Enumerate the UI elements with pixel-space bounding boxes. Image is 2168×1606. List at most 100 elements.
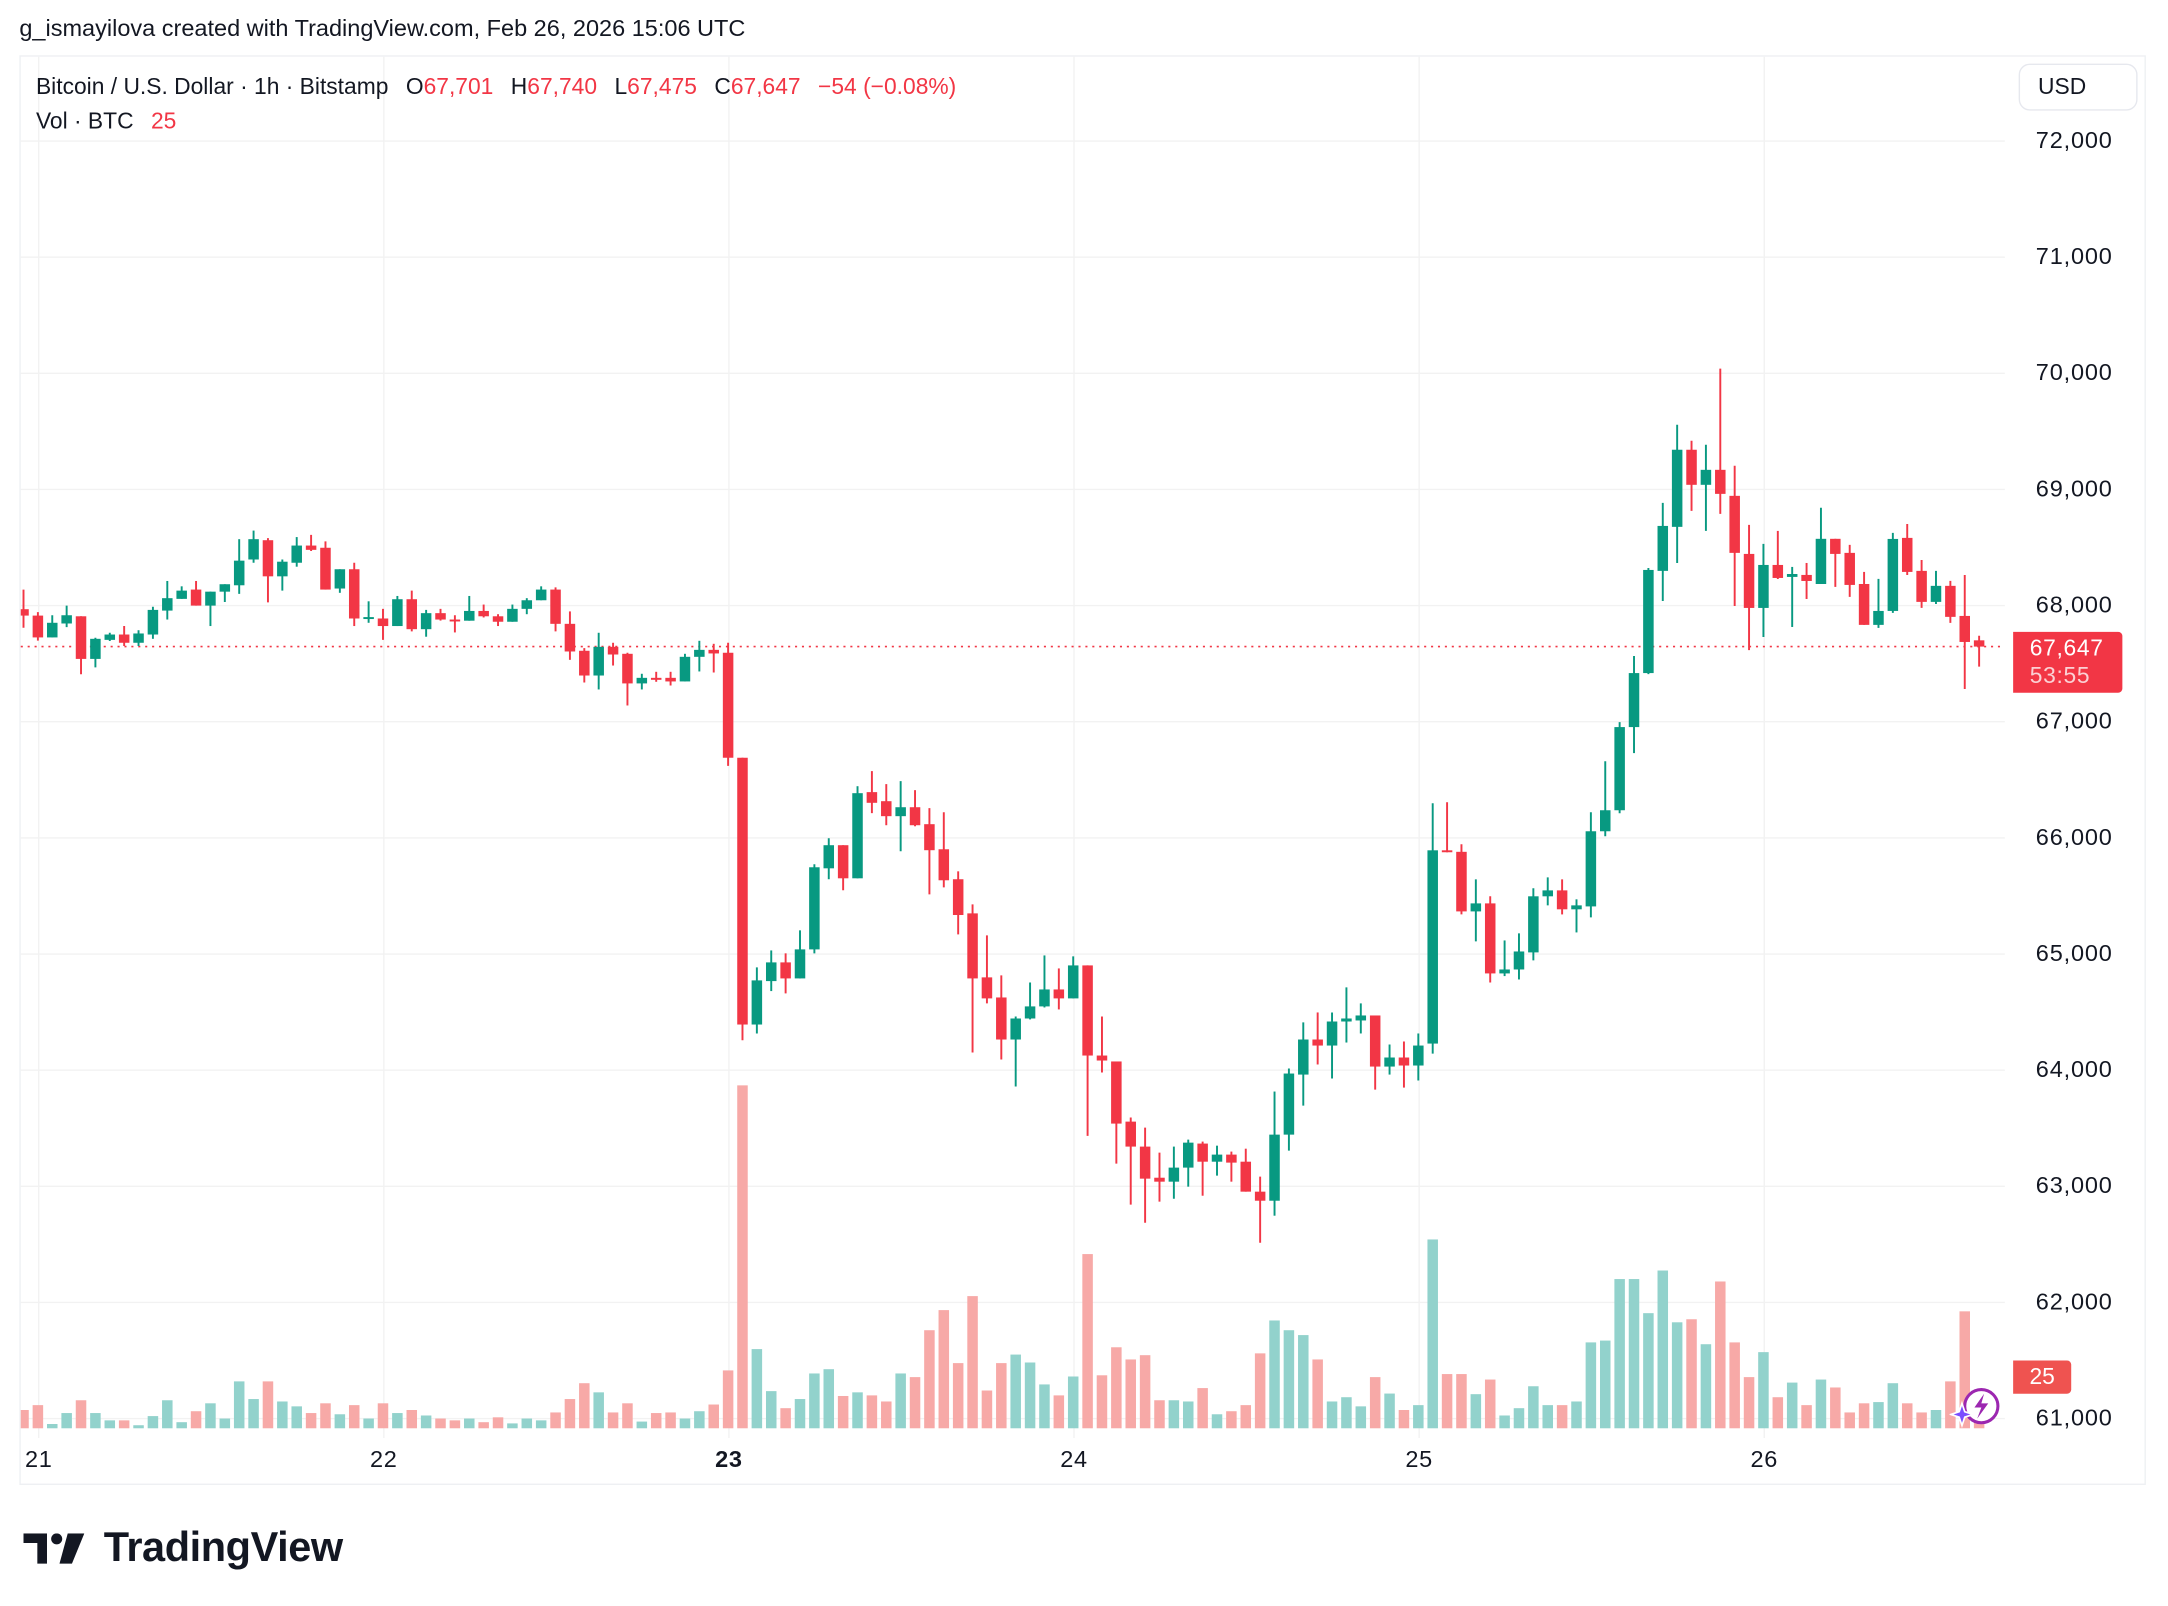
candle — [1010, 1016, 1021, 1087]
close-label: C — [714, 74, 731, 100]
volume-bar — [981, 1390, 993, 1429]
volume-bar — [1571, 1401, 1582, 1429]
candle — [248, 530, 259, 563]
sparkle-lightning-icon[interactable] — [1949, 1384, 2003, 1431]
candle-body — [1513, 951, 1525, 970]
candle — [420, 609, 432, 637]
candle — [1470, 879, 1482, 942]
candle-body — [1700, 469, 1712, 485]
candle-body — [248, 539, 259, 560]
volume-bar — [291, 1406, 302, 1429]
candle-body — [895, 807, 906, 817]
candle-body — [1254, 1191, 1266, 1201]
volume-bar — [1456, 1374, 1467, 1429]
volume-bar — [809, 1373, 820, 1429]
candle — [1571, 899, 1582, 933]
candle-body — [305, 545, 317, 550]
candle-body — [1369, 1015, 1381, 1067]
candle — [1082, 965, 1093, 1136]
candle — [1298, 1022, 1309, 1106]
candle-body — [1096, 1055, 1108, 1061]
volume-bar — [967, 1296, 978, 1429]
time-tick-label: 24 — [1060, 1446, 1088, 1473]
candle — [1556, 879, 1568, 915]
candle-body — [1269, 1134, 1280, 1201]
candle — [1499, 940, 1510, 977]
volume-bar — [924, 1330, 935, 1429]
candle-body — [1398, 1057, 1410, 1066]
volume-bar — [1470, 1394, 1482, 1429]
volume-bar — [1513, 1408, 1525, 1429]
candle-body — [1298, 1039, 1309, 1075]
candle — [1614, 722, 1625, 814]
volume-bar — [837, 1395, 849, 1429]
candle — [1628, 656, 1640, 754]
candle-body — [1413, 1045, 1424, 1066]
candle-body — [996, 997, 1007, 1040]
candle-body — [277, 561, 288, 577]
candle-body — [909, 807, 921, 826]
candle-body — [1197, 1143, 1208, 1162]
price-tick-label: 65,000 — [2035, 940, 2113, 967]
candle-body — [478, 610, 489, 617]
volume-label[interactable]: Vol · BTC — [35, 109, 134, 135]
candle-body — [1341, 1018, 1352, 1022]
last-volume-badge: 25 — [2013, 1360, 2072, 1394]
candle-body — [1614, 727, 1625, 811]
volume-bar — [61, 1413, 72, 1429]
volume-bar — [1484, 1379, 1496, 1429]
candle-body — [75, 616, 87, 659]
high-label: H — [510, 74, 528, 100]
candle — [895, 781, 906, 852]
legend-ohlc-row: Bitcoin / U.S. Dollar · 1h · Bitstamp O6… — [36, 71, 956, 106]
candle-body — [866, 792, 878, 803]
volume-bar — [507, 1423, 518, 1429]
candle-body — [1542, 890, 1553, 897]
candle — [47, 615, 58, 638]
volume-bar — [1801, 1405, 1812, 1429]
volume-bar — [794, 1399, 806, 1429]
candle-body — [564, 623, 576, 652]
volume-bar — [1039, 1384, 1050, 1429]
candle — [1815, 507, 1827, 584]
volume-bar — [521, 1418, 533, 1429]
volume-bar — [348, 1405, 360, 1429]
candle-body — [1901, 537, 1913, 572]
last-price-badge: 67,647 53:55 — [2013, 631, 2123, 693]
volume-bar — [1628, 1279, 1640, 1429]
volume-bar — [449, 1420, 461, 1429]
candle-body — [1082, 965, 1093, 1056]
candle — [277, 559, 288, 591]
change-value: −54 (−0.08%) — [818, 74, 957, 100]
candle — [1700, 444, 1712, 531]
volume-bar — [636, 1421, 648, 1429]
price-tick-label: 67,000 — [2035, 707, 2113, 735]
high-value: 67,740 — [527, 74, 598, 100]
candle-body — [133, 633, 144, 643]
candle-body — [765, 962, 777, 982]
volume-bar — [147, 1416, 159, 1429]
candle — [564, 611, 576, 660]
tradingview-logo[interactable]: TradingView — [23, 1525, 343, 1572]
candle — [1786, 566, 1798, 627]
candle-body — [924, 824, 935, 851]
volume-bar — [1729, 1342, 1740, 1429]
candle-body — [118, 634, 130, 643]
candle — [32, 612, 44, 641]
volume-bar — [305, 1413, 317, 1429]
symbol-description[interactable]: Bitcoin / U.S. Dollar · 1h · Bitstamp — [35, 74, 389, 100]
candle-body — [1657, 525, 1669, 571]
candle-body — [722, 652, 734, 758]
candle-body — [1441, 850, 1453, 853]
currency-button[interactable]: USD — [2018, 63, 2138, 111]
volume-bar — [708, 1404, 719, 1429]
volume-bar — [492, 1417, 504, 1429]
candle — [320, 541, 331, 590]
volume-bar — [607, 1412, 619, 1429]
candle — [1715, 368, 1726, 514]
candle-body — [1528, 896, 1539, 953]
candle — [751, 967, 763, 1034]
candle — [1930, 570, 1942, 604]
candle — [1211, 1145, 1223, 1176]
